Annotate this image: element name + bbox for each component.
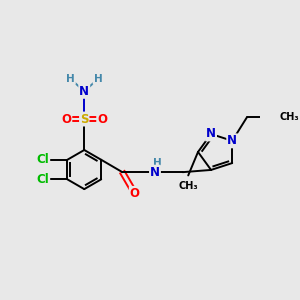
- Text: N: N: [227, 134, 237, 147]
- Text: N: N: [79, 85, 89, 98]
- Text: H: H: [153, 158, 162, 168]
- Text: Cl: Cl: [37, 153, 49, 166]
- Text: O: O: [61, 112, 71, 125]
- Text: Cl: Cl: [37, 173, 49, 186]
- Text: O: O: [130, 187, 140, 200]
- Text: CH₃: CH₃: [178, 181, 198, 191]
- Text: H: H: [66, 74, 75, 84]
- Text: H: H: [94, 74, 102, 84]
- Text: O: O: [97, 112, 107, 125]
- Text: S: S: [80, 112, 88, 125]
- Text: N: N: [150, 166, 160, 179]
- Text: CH₃: CH₃: [280, 112, 299, 122]
- Text: N: N: [206, 128, 216, 140]
